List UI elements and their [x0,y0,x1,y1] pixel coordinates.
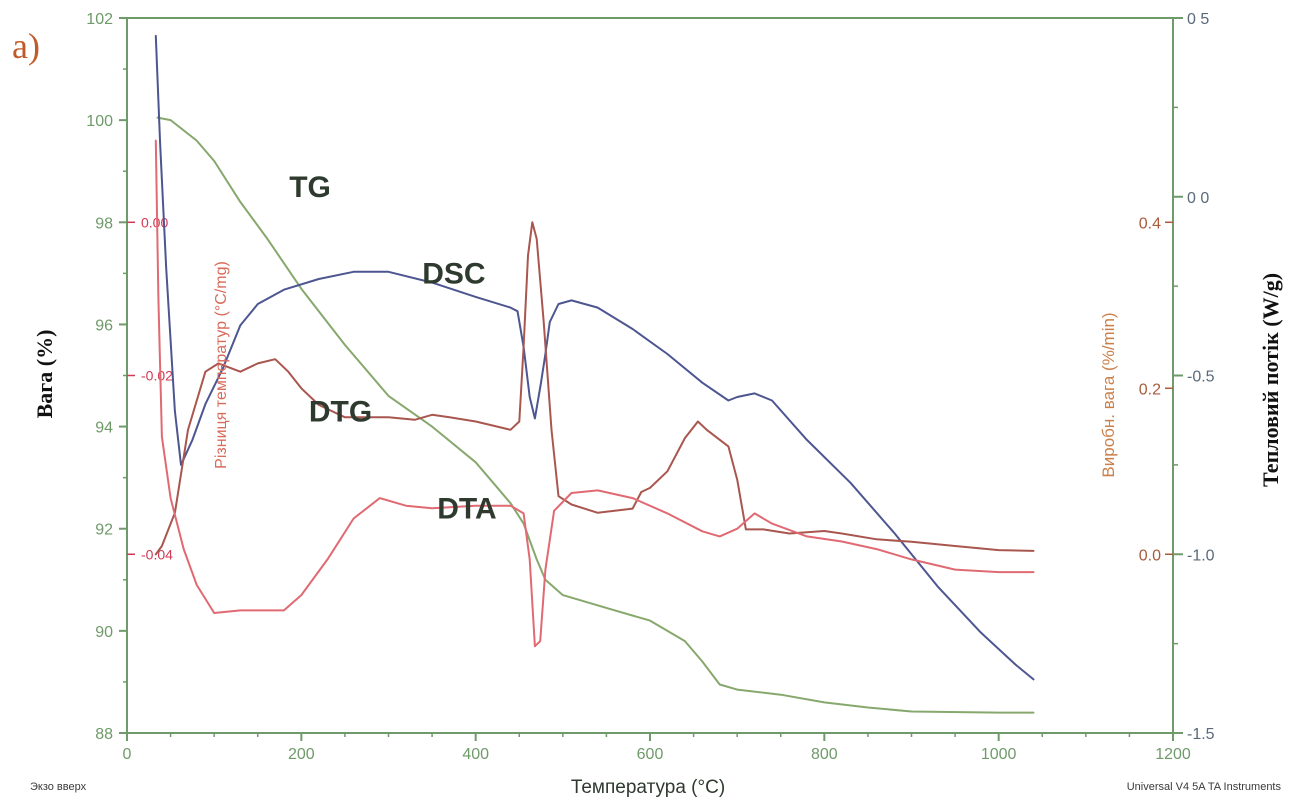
y-right-inner-tick-label: 0.0 [1139,547,1161,564]
y-right-inner-tick-label: 0.2 [1139,381,1161,398]
axes-layer: 0 200 400 600 800 1000 1200 88 90 92 94 96 98 100 102 0… [86,11,1214,763]
y-left-tick-label: 100 [86,113,113,130]
y-right-outer-tick-label: -0.5 [1187,369,1215,386]
y-left-tick-label: 102 [86,11,113,28]
y-right-outer-tick-label: 0 0 [1187,190,1209,207]
y-left-inner-tick-label: 0.00 [141,214,168,230]
y-left-tick-label: 90 [95,624,113,641]
y-left-inner-tick-label: -0.02 [141,368,173,384]
curve-label-dta: DTA [437,493,496,526]
x-tick-label: 800 [811,746,838,763]
y-right-inner-tick-label: 0.4 [1139,215,1161,232]
y-right-inner-label: Виробн. вага (%/min) [1099,312,1118,477]
x-tick-label: 400 [462,746,489,763]
footer-right: Universal V4 5A TA Instruments [1127,781,1282,793]
y-left-tick-label: 88 [95,726,113,743]
y-right-outer-label: Тепловий потік (W/g) [1258,273,1283,487]
label-layer: a) Температура (°C) Экзо вверх Universal… [12,26,1283,798]
x-tick-label: 0 [123,746,132,763]
x-tick-label: 1000 [981,746,1017,763]
x-tick-label: 1200 [1155,746,1191,763]
footer-left: Экзо вверх [30,781,87,793]
y-right-outer-tick-label: -1.5 [1187,726,1215,743]
y-right-outer-tick-label: 0 5 [1187,11,1209,28]
y-left-tick-label: 94 [95,420,113,437]
x-axis-label: Температура (°C) [571,777,725,798]
curve-label-dsc: DSC [422,258,485,291]
y-right-outer-tick-label: -1.0 [1187,547,1215,564]
curve-label-dtg: DTG [309,395,372,428]
y-left-outer-label: Вага (%) [32,330,57,419]
curve-label-tg: TG [289,171,331,204]
series-dta-line [154,139,1035,648]
y-left-tick-label: 98 [95,215,113,232]
series-layer: TG DSC DTG DTA [154,34,1035,714]
x-tick-label: 200 [288,746,315,763]
series-dsc-line [154,34,1035,681]
y-left-tick-label: 96 [95,317,113,334]
y-left-tick-label: 92 [95,522,113,539]
y-left-inner-label: Різниця температур (°C/mg) [213,261,230,469]
panel-label: a) [12,26,40,66]
x-tick-label: 600 [637,746,664,763]
series-tg-line [156,116,1035,714]
series-dtg-line [154,221,1035,556]
